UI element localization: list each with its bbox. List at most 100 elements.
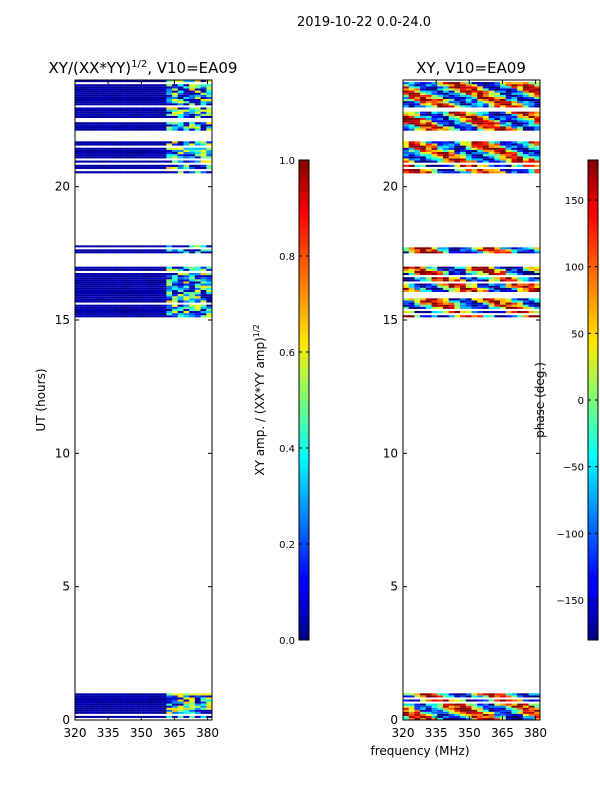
phase-cell: [454, 699, 461, 702]
amplitude-cell: [132, 701, 139, 704]
amplitude-cell: [109, 294, 116, 297]
amplitude-cell: [109, 289, 116, 292]
phase-cell: [505, 302, 512, 305]
phase-cell: [534, 717, 540, 720]
phase-cell: [403, 304, 410, 307]
amplitude-cell: [160, 86, 167, 89]
phase-cell: [403, 277, 410, 280]
phase-cell: [408, 300, 415, 303]
amplitude-cell: [149, 711, 156, 714]
amplitude-cell: [120, 107, 127, 110]
amplitude-cell: [183, 697, 190, 700]
amplitude-cell: [92, 84, 99, 87]
amplitude-cell: [172, 699, 179, 702]
amplitude-cell: [206, 707, 212, 710]
amplitude-cell: [80, 88, 87, 91]
phase-cell: [517, 156, 524, 159]
amplitude-cell: [80, 275, 87, 278]
phase-cell: [488, 287, 495, 290]
amplitude-cell: [132, 90, 139, 93]
amplitude-cell: [177, 304, 184, 307]
phase-cell: [420, 306, 427, 309]
phase-cell: [477, 99, 484, 102]
phase-cell: [454, 287, 461, 290]
amplitude-cell: [172, 128, 179, 131]
phase-cell: [482, 300, 490, 303]
amplitude-cell: [143, 103, 150, 106]
phase-cell: [488, 160, 495, 163]
phase-cell: [522, 160, 529, 163]
amplitude-cell: [206, 143, 212, 146]
amplitude-cell: [103, 94, 110, 97]
phase-cell: [448, 705, 455, 708]
phase-cell: [465, 126, 472, 129]
amplitude-cell: [103, 164, 110, 167]
amplitude-cell: [200, 249, 207, 252]
amplitude-cell: [172, 99, 179, 102]
amplitude-cell: [137, 109, 144, 112]
amplitude-cell: [177, 701, 184, 704]
amplitude-cell: [109, 128, 116, 131]
amplitude-cell: [194, 80, 201, 83]
amplitude-cell: [200, 156, 207, 159]
amplitude-cell: [114, 245, 122, 248]
amplitude-cell: [75, 287, 82, 290]
phase-cell: [482, 160, 490, 163]
amplitude-cell: [103, 298, 110, 301]
phase-cell: [500, 249, 507, 252]
amplitude-cell: [206, 711, 212, 714]
phase-cell: [414, 143, 421, 146]
amplitude-cell: [120, 711, 127, 714]
amplitude-cell: [172, 251, 179, 254]
amplitude-cell: [126, 281, 133, 284]
phase-cell: [408, 115, 415, 118]
amplitude-cell: [166, 294, 173, 297]
phase-cell: [477, 105, 484, 108]
phase-cell: [420, 169, 427, 172]
phase-cell: [420, 164, 427, 167]
phase-cell: [431, 279, 438, 282]
amplitude-cell: [160, 289, 167, 292]
phase-cell: [460, 124, 467, 127]
amplitude-cell: [97, 141, 104, 144]
phase-cell: [408, 164, 415, 167]
amplitude-cell: [189, 171, 196, 174]
phase-cell: [534, 711, 540, 714]
phase-cell: [534, 118, 540, 121]
phase-cell: [517, 82, 524, 85]
amplitude-cell: [86, 103, 93, 106]
amplitude-cell: [80, 701, 87, 704]
phase-cell: [528, 82, 535, 85]
amplitude-cell: [75, 156, 82, 159]
amplitude-cell: [132, 141, 139, 144]
amplitude-colorbar-label-base: XY amp. / (XX*YY amp): [253, 337, 267, 475]
phase-cell: [505, 86, 512, 89]
phase-cell: [414, 251, 421, 254]
phase-cell: [460, 717, 467, 720]
phase-cell: [477, 118, 484, 121]
amplitude-cell: [126, 298, 133, 301]
phase-cell: [471, 717, 478, 720]
amplitude-cell: [109, 313, 116, 316]
amplitude-cell: [137, 94, 144, 97]
phase-cell: [403, 285, 410, 288]
amplitude-cell: [132, 693, 139, 696]
phase-ytick-label: 0: [390, 713, 398, 727]
phase-cell: [528, 154, 535, 157]
phase-cell: [408, 120, 415, 123]
amplitude-cell: [86, 306, 93, 309]
amplitude-cell: [109, 287, 116, 290]
phase-cell: [528, 84, 535, 87]
amplitude-cell: [137, 292, 144, 295]
phase-cell: [517, 99, 524, 102]
amplitude-cell: [183, 166, 190, 170]
phase-cell: [425, 88, 432, 91]
amplitude-cell: [92, 281, 99, 284]
amplitude-cell: [137, 128, 144, 131]
amplitude-cell: [194, 251, 201, 254]
amplitude-cell: [200, 101, 207, 104]
amplitude-cell: [154, 277, 162, 280]
amplitude-cell: [92, 101, 99, 104]
phase-cell: [494, 249, 501, 252]
amplitude-cell: [132, 709, 139, 712]
